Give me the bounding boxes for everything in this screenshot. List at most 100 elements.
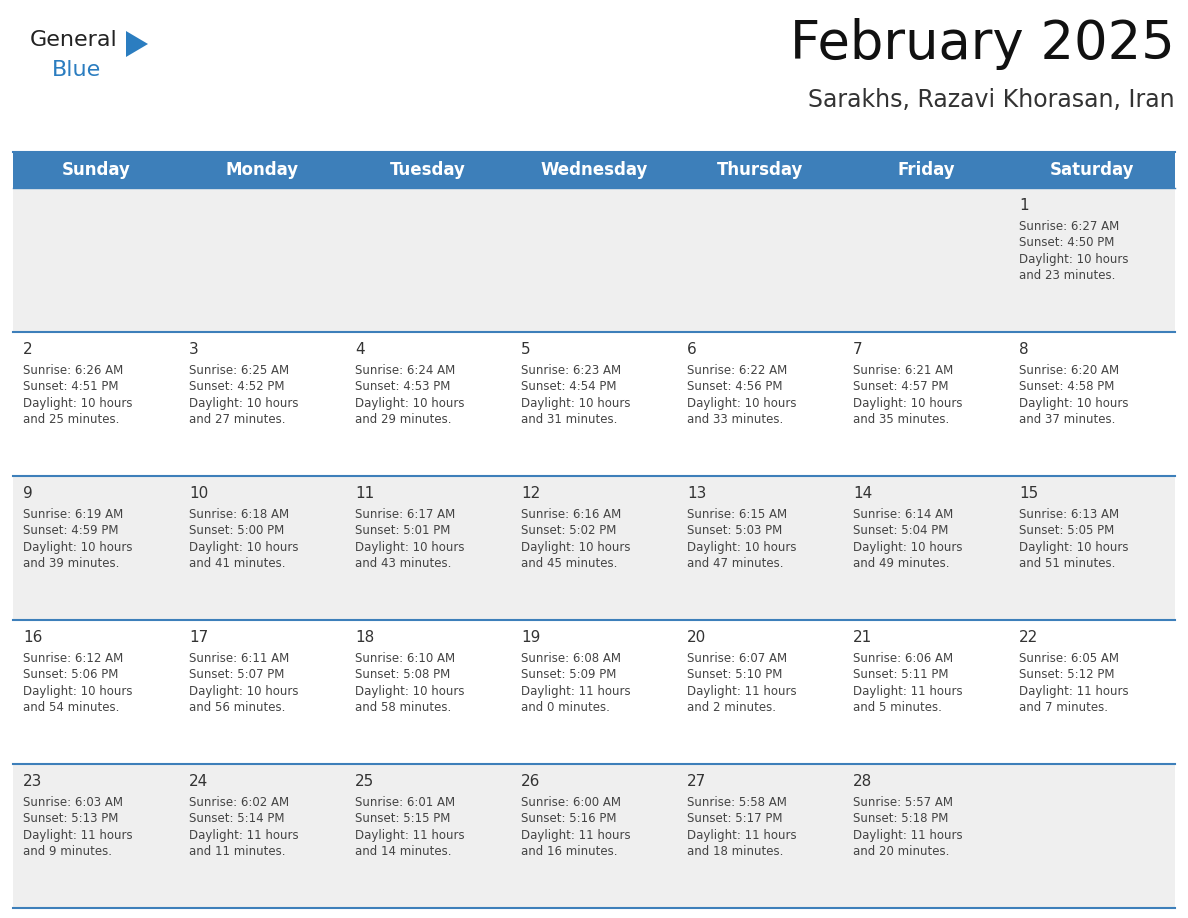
- Text: Sunrise: 6:27 AM: Sunrise: 6:27 AM: [1019, 219, 1119, 232]
- Text: Sunrise: 6:20 AM: Sunrise: 6:20 AM: [1019, 364, 1119, 376]
- Text: Sunday: Sunday: [62, 161, 131, 179]
- Text: Tuesday: Tuesday: [390, 161, 466, 179]
- Text: Sunset: 5:14 PM: Sunset: 5:14 PM: [189, 812, 284, 825]
- Text: and 33 minutes.: and 33 minutes.: [687, 413, 783, 426]
- Text: and 5 minutes.: and 5 minutes.: [853, 701, 942, 714]
- Text: Sunset: 4:59 PM: Sunset: 4:59 PM: [23, 524, 119, 537]
- Text: Daylight: 11 hours: Daylight: 11 hours: [189, 829, 298, 842]
- Text: Daylight: 10 hours: Daylight: 10 hours: [853, 397, 962, 409]
- Text: Daylight: 11 hours: Daylight: 11 hours: [687, 829, 797, 842]
- Text: Wednesday: Wednesday: [541, 161, 647, 179]
- Text: Sunset: 4:52 PM: Sunset: 4:52 PM: [189, 380, 284, 393]
- Text: Daylight: 11 hours: Daylight: 11 hours: [522, 829, 631, 842]
- Text: Monday: Monday: [226, 161, 298, 179]
- Text: Sunrise: 6:22 AM: Sunrise: 6:22 AM: [687, 364, 788, 376]
- Text: and 47 minutes.: and 47 minutes.: [687, 557, 784, 570]
- Text: and 9 minutes.: and 9 minutes.: [23, 845, 112, 858]
- Bar: [13, 620, 1175, 764]
- Text: Sunset: 4:53 PM: Sunset: 4:53 PM: [355, 380, 450, 393]
- Text: Sunset: 5:02 PM: Sunset: 5:02 PM: [522, 524, 617, 537]
- Text: Sunset: 5:17 PM: Sunset: 5:17 PM: [687, 812, 783, 825]
- Text: Sunset: 5:16 PM: Sunset: 5:16 PM: [522, 812, 617, 825]
- Text: Sunrise: 6:06 AM: Sunrise: 6:06 AM: [853, 652, 953, 665]
- Text: Sunset: 5:06 PM: Sunset: 5:06 PM: [23, 668, 119, 681]
- Text: and 51 minutes.: and 51 minutes.: [1019, 557, 1116, 570]
- Bar: [13, 332, 1175, 476]
- Text: 17: 17: [189, 630, 208, 645]
- Text: 2: 2: [23, 342, 32, 357]
- Text: 16: 16: [23, 630, 43, 645]
- Text: and 16 minutes.: and 16 minutes.: [522, 845, 618, 858]
- Text: Daylight: 10 hours: Daylight: 10 hours: [522, 397, 631, 409]
- Text: Sunset: 5:18 PM: Sunset: 5:18 PM: [853, 812, 948, 825]
- Text: Sunrise: 6:18 AM: Sunrise: 6:18 AM: [189, 508, 289, 521]
- Text: Sunrise: 6:16 AM: Sunrise: 6:16 AM: [522, 508, 621, 521]
- Text: Daylight: 10 hours: Daylight: 10 hours: [189, 397, 298, 409]
- Text: Daylight: 10 hours: Daylight: 10 hours: [355, 685, 465, 698]
- Text: Daylight: 11 hours: Daylight: 11 hours: [355, 829, 465, 842]
- Text: 18: 18: [355, 630, 374, 645]
- Text: and 20 minutes.: and 20 minutes.: [853, 845, 949, 858]
- Text: 7: 7: [853, 342, 862, 357]
- Text: and 56 minutes.: and 56 minutes.: [189, 701, 285, 714]
- Text: Sunrise: 6:15 AM: Sunrise: 6:15 AM: [687, 508, 788, 521]
- Text: Sunrise: 6:07 AM: Sunrise: 6:07 AM: [687, 652, 788, 665]
- Text: and 0 minutes.: and 0 minutes.: [522, 701, 609, 714]
- Bar: [13, 764, 1175, 908]
- Text: Sunrise: 6:13 AM: Sunrise: 6:13 AM: [1019, 508, 1119, 521]
- Text: Sunrise: 6:00 AM: Sunrise: 6:00 AM: [522, 796, 621, 809]
- Text: Daylight: 10 hours: Daylight: 10 hours: [355, 397, 465, 409]
- Text: Daylight: 11 hours: Daylight: 11 hours: [687, 685, 797, 698]
- Text: Sunrise: 5:58 AM: Sunrise: 5:58 AM: [687, 796, 786, 809]
- Text: 23: 23: [23, 774, 43, 789]
- Text: Sarakhs, Razavi Khorasan, Iran: Sarakhs, Razavi Khorasan, Iran: [808, 88, 1175, 112]
- Text: Daylight: 10 hours: Daylight: 10 hours: [189, 685, 298, 698]
- Text: and 45 minutes.: and 45 minutes.: [522, 557, 618, 570]
- Text: 4: 4: [355, 342, 365, 357]
- Text: Daylight: 11 hours: Daylight: 11 hours: [522, 685, 631, 698]
- Text: Sunset: 4:50 PM: Sunset: 4:50 PM: [1019, 236, 1114, 249]
- Text: Daylight: 10 hours: Daylight: 10 hours: [687, 397, 796, 409]
- Text: 27: 27: [687, 774, 706, 789]
- Text: and 29 minutes.: and 29 minutes.: [355, 413, 451, 426]
- Text: Sunset: 4:57 PM: Sunset: 4:57 PM: [853, 380, 948, 393]
- Text: Daylight: 10 hours: Daylight: 10 hours: [853, 541, 962, 554]
- Text: Daylight: 10 hours: Daylight: 10 hours: [687, 541, 796, 554]
- Text: Sunset: 4:58 PM: Sunset: 4:58 PM: [1019, 380, 1114, 393]
- Text: Sunrise: 6:10 AM: Sunrise: 6:10 AM: [355, 652, 455, 665]
- Text: Sunrise: 6:21 AM: Sunrise: 6:21 AM: [853, 364, 953, 376]
- Text: Saturday: Saturday: [1050, 161, 1135, 179]
- Text: Friday: Friday: [897, 161, 955, 179]
- Text: Sunset: 4:56 PM: Sunset: 4:56 PM: [687, 380, 783, 393]
- Text: Daylight: 10 hours: Daylight: 10 hours: [189, 541, 298, 554]
- Text: Sunrise: 6:14 AM: Sunrise: 6:14 AM: [853, 508, 953, 521]
- Text: and 49 minutes.: and 49 minutes.: [853, 557, 949, 570]
- Text: Sunrise: 6:24 AM: Sunrise: 6:24 AM: [355, 364, 455, 376]
- Text: 11: 11: [355, 486, 374, 501]
- Text: and 37 minutes.: and 37 minutes.: [1019, 413, 1116, 426]
- Text: 22: 22: [1019, 630, 1038, 645]
- Text: Sunset: 5:09 PM: Sunset: 5:09 PM: [522, 668, 617, 681]
- Bar: [13, 188, 1175, 332]
- Text: Daylight: 10 hours: Daylight: 10 hours: [1019, 397, 1129, 409]
- Text: and 35 minutes.: and 35 minutes.: [853, 413, 949, 426]
- Text: General: General: [30, 30, 118, 50]
- Text: and 18 minutes.: and 18 minutes.: [687, 845, 783, 858]
- Text: 12: 12: [522, 486, 541, 501]
- Text: Sunrise: 6:25 AM: Sunrise: 6:25 AM: [189, 364, 289, 376]
- Text: 14: 14: [853, 486, 872, 501]
- Text: 9: 9: [23, 486, 33, 501]
- Text: Sunset: 5:03 PM: Sunset: 5:03 PM: [687, 524, 782, 537]
- Text: Daylight: 10 hours: Daylight: 10 hours: [23, 685, 133, 698]
- Text: Daylight: 11 hours: Daylight: 11 hours: [853, 685, 962, 698]
- Bar: [13, 152, 1175, 188]
- Text: and 14 minutes.: and 14 minutes.: [355, 845, 451, 858]
- Text: and 54 minutes.: and 54 minutes.: [23, 701, 119, 714]
- Text: Blue: Blue: [52, 60, 101, 80]
- Text: and 23 minutes.: and 23 minutes.: [1019, 269, 1116, 282]
- Text: Sunset: 5:00 PM: Sunset: 5:00 PM: [189, 524, 284, 537]
- Text: and 58 minutes.: and 58 minutes.: [355, 701, 451, 714]
- Text: Sunset: 4:51 PM: Sunset: 4:51 PM: [23, 380, 119, 393]
- Text: 6: 6: [687, 342, 696, 357]
- Text: and 43 minutes.: and 43 minutes.: [355, 557, 451, 570]
